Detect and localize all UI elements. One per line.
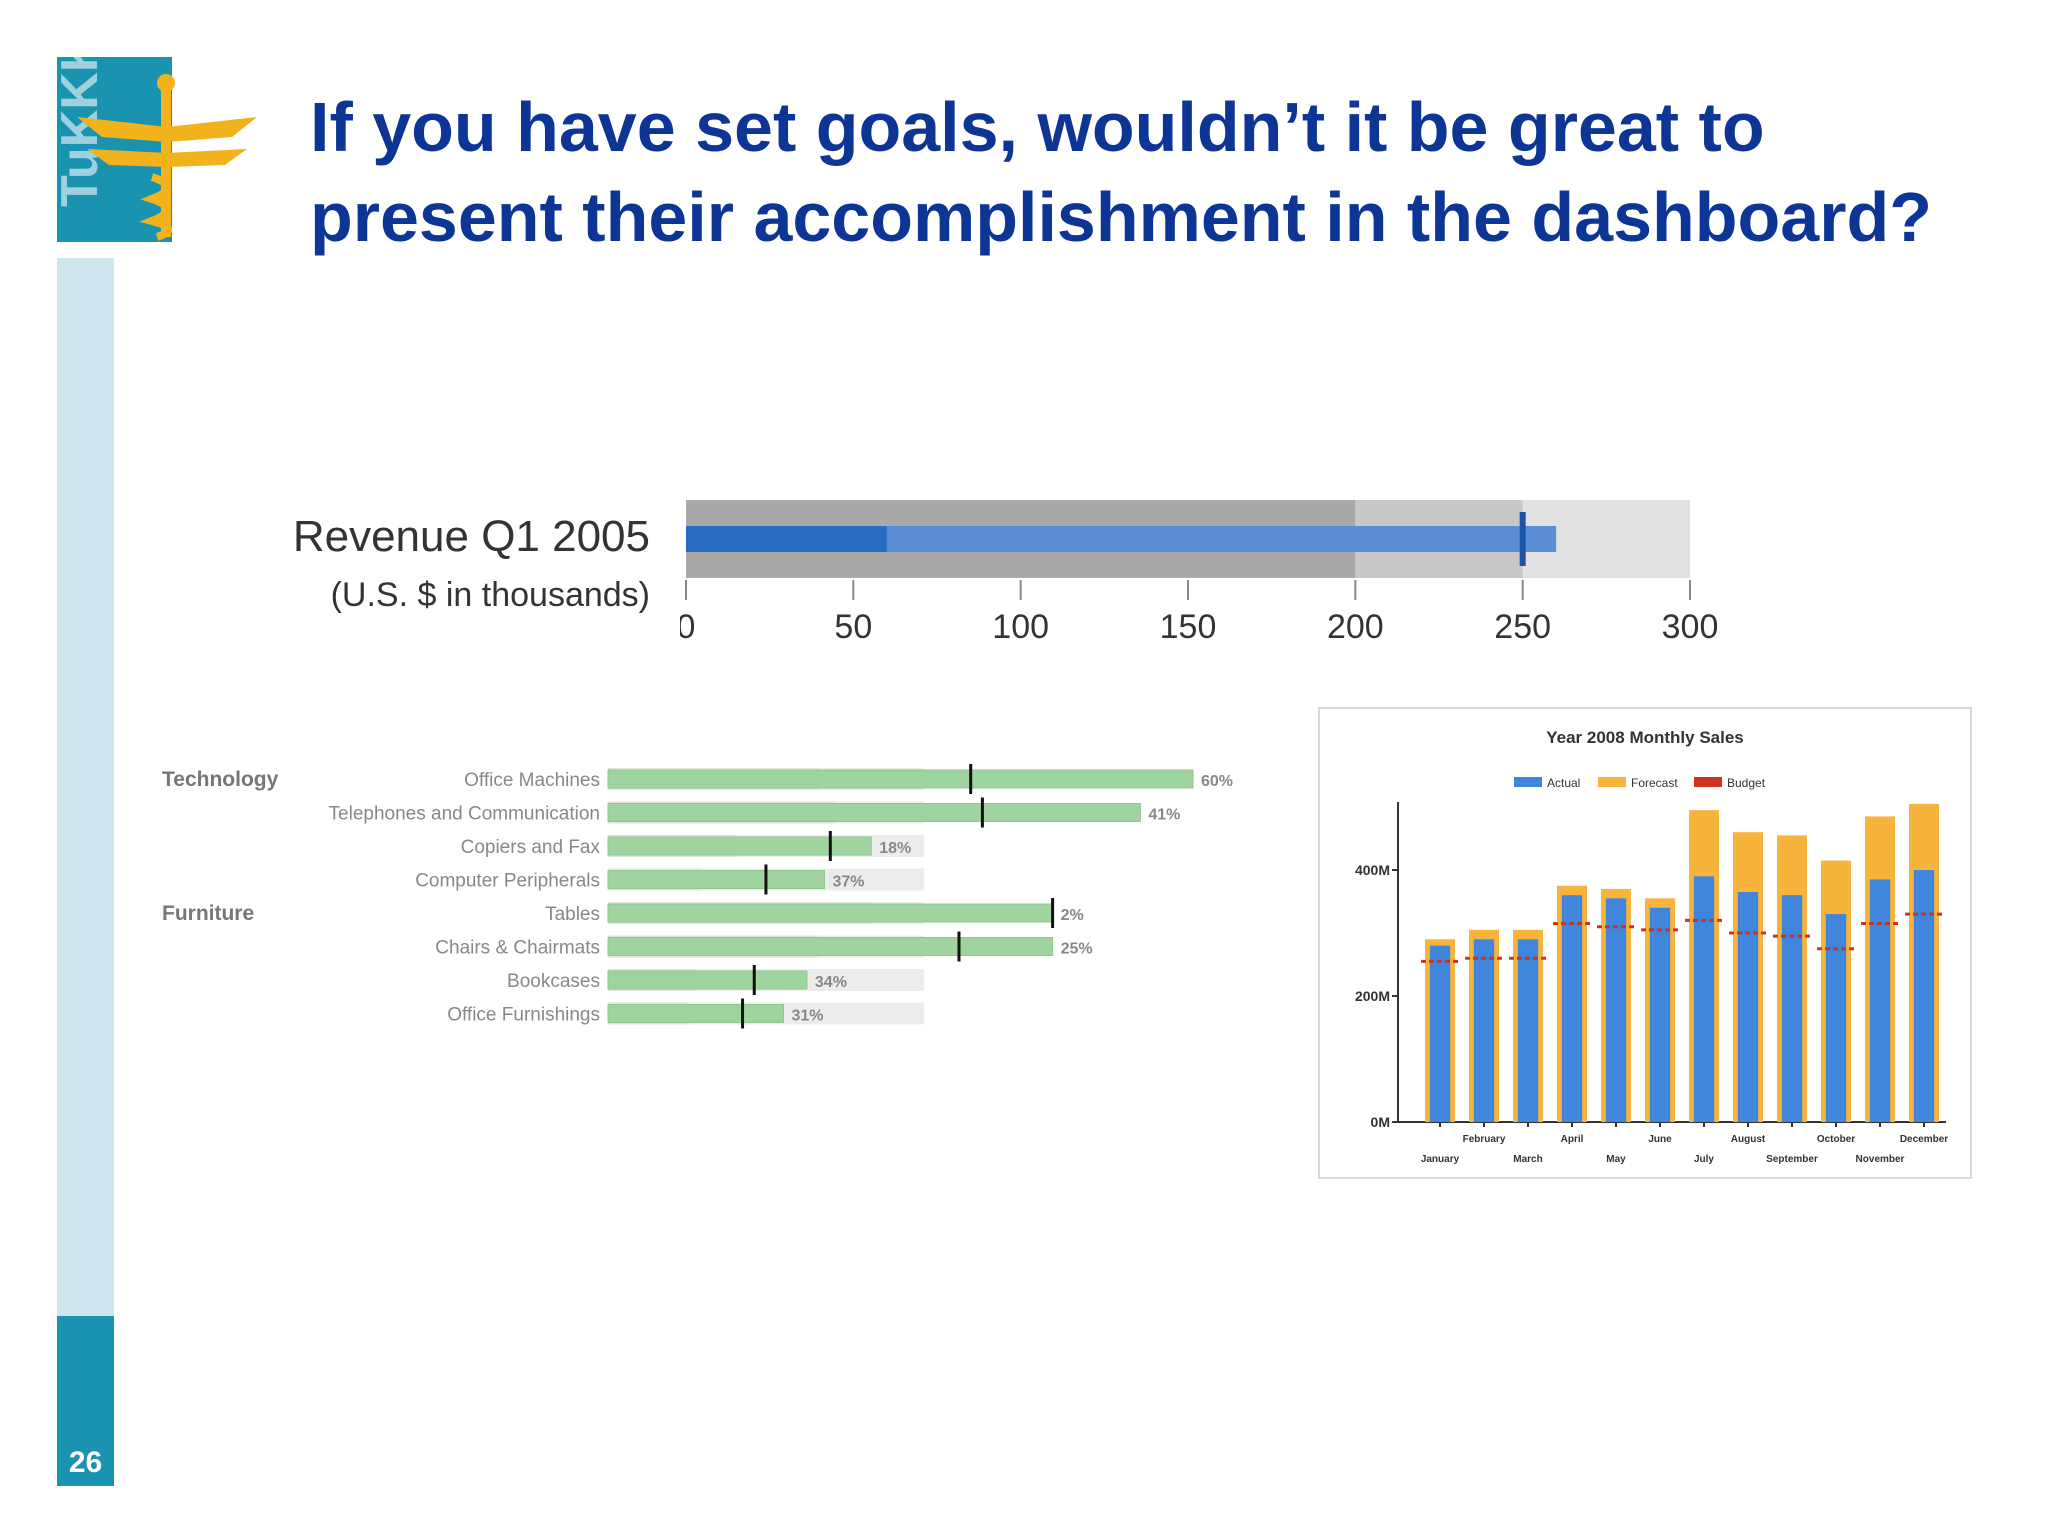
- target-marker: [828, 831, 832, 861]
- row-label: Tables: [545, 904, 600, 925]
- percent-label: 34%: [815, 974, 847, 991]
- revenue-title: Revenue Q1 2005: [292, 512, 650, 561]
- value-bar: [607, 803, 1141, 822]
- slide-title: If you have set goals, wouldn’t it be gr…: [310, 88, 1932, 256]
- actual-bar: [1429, 945, 1451, 1122]
- caduceus-logo: TuKKK: [57, 57, 257, 242]
- tick-label: 150: [1160, 608, 1217, 646]
- y-tick-label: 200M: [1355, 988, 1390, 1004]
- actual-bar: [1517, 939, 1539, 1122]
- target-marker: [1519, 512, 1526, 566]
- actual-bar: [1605, 898, 1627, 1122]
- percent-label: 18%: [879, 840, 911, 857]
- target-marker: [980, 797, 984, 828]
- tick-label: 200: [1327, 608, 1384, 646]
- target-marker: [969, 764, 973, 794]
- percent-label: 37%: [832, 874, 864, 891]
- row-label: Copiers and Fax: [461, 837, 601, 858]
- legend-swatch: [1694, 777, 1722, 787]
- x-tick-label: April: [1561, 1134, 1584, 1145]
- target-marker: [764, 864, 768, 895]
- value-bar: [607, 836, 872, 856]
- tick-label: 100: [992, 608, 1049, 646]
- tick-label: 50: [834, 608, 872, 646]
- x-tick-label: August: [1731, 1134, 1766, 1145]
- monthly-sales-chart: Year 2008 Monthly Sales Actual Forecast Bud…: [1318, 707, 1972, 1179]
- target-marker: [1051, 898, 1055, 928]
- percent-label: 41%: [1148, 807, 1180, 824]
- x-tick-label: July: [1694, 1154, 1714, 1165]
- actual-bar: [1649, 907, 1671, 1122]
- x-tick-label: May: [1606, 1154, 1626, 1165]
- revenue-subtitle: (U.S. $ in thousands): [330, 576, 650, 614]
- row-label: Computer Peripherals: [415, 871, 600, 892]
- tick-label: 0: [680, 608, 695, 646]
- x-tick-label: December: [1900, 1134, 1948, 1145]
- sidebar-accent-dark: [57, 1316, 114, 1486]
- row-label: Chairs & Chairmats: [435, 938, 600, 959]
- value-bar: [607, 769, 1194, 789]
- actual-bar: [1913, 870, 1935, 1122]
- legend-label: Budget: [1727, 776, 1766, 790]
- sidebar-accent-light: [57, 258, 114, 1316]
- revenue-bullet-chart: 0 50 100 150 200 250 300: [680, 500, 1719, 646]
- value-bar: [607, 1004, 784, 1023]
- actual-bar: [1869, 879, 1891, 1122]
- actual-bar: [1737, 892, 1759, 1122]
- tick-label: 250: [1494, 608, 1551, 646]
- target-marker: [957, 931, 961, 962]
- group-label: Furniture: [162, 902, 254, 925]
- row-label: Telephones and Communication: [329, 804, 600, 825]
- y-tick-label: 0M: [1371, 1114, 1390, 1130]
- row-label: Office Furnishings: [447, 1005, 600, 1026]
- target-marker: [752, 965, 756, 995]
- target-marker: [741, 998, 745, 1029]
- row-label: Bookcases: [507, 971, 600, 992]
- x-tick-label: June: [1648, 1134, 1672, 1145]
- legend-label: Actual: [1547, 776, 1580, 790]
- x-tick-label: February: [1463, 1134, 1506, 1145]
- percent-label: 25%: [1061, 941, 1093, 958]
- value-bar: [607, 937, 1054, 956]
- value-bar: [607, 870, 825, 889]
- percent-label: 31%: [792, 1008, 824, 1025]
- value-bar: [607, 903, 1054, 923]
- actual-bar: [1825, 914, 1847, 1122]
- chart-title: Year 2008 Monthly Sales: [1546, 728, 1744, 747]
- x-tick-label: October: [1817, 1134, 1855, 1145]
- tick-label: 300: [1662, 608, 1719, 646]
- page-number: 26: [68, 1446, 103, 1479]
- actual-bar: [1693, 876, 1715, 1122]
- revenue-label: Revenue Q1 2005 (U.S. $ in thousands): [180, 512, 650, 615]
- category-bullet-chart: Technology Office Machines 60% Telephones a…: [162, 764, 1233, 1029]
- value-bar: [607, 970, 808, 990]
- actual-bar: [1561, 895, 1583, 1122]
- measure-bar-inner: [686, 526, 887, 552]
- legend-swatch: [1598, 777, 1626, 787]
- actual-bar: [1781, 895, 1803, 1122]
- x-tick-label: March: [1513, 1154, 1542, 1165]
- percent-label: 60%: [1201, 773, 1233, 790]
- legend-label: Forecast: [1631, 776, 1678, 790]
- group-label: Technology: [162, 768, 279, 791]
- legend-swatch: [1514, 777, 1542, 787]
- x-tick-label: January: [1421, 1154, 1460, 1165]
- percent-label: 2%: [1061, 907, 1084, 924]
- x-tick-label: November: [1856, 1154, 1905, 1165]
- actual-bar: [1473, 939, 1495, 1122]
- y-tick-label: 400M: [1355, 862, 1390, 878]
- row-label: Office Machines: [464, 770, 600, 791]
- x-tick-label: September: [1766, 1154, 1818, 1165]
